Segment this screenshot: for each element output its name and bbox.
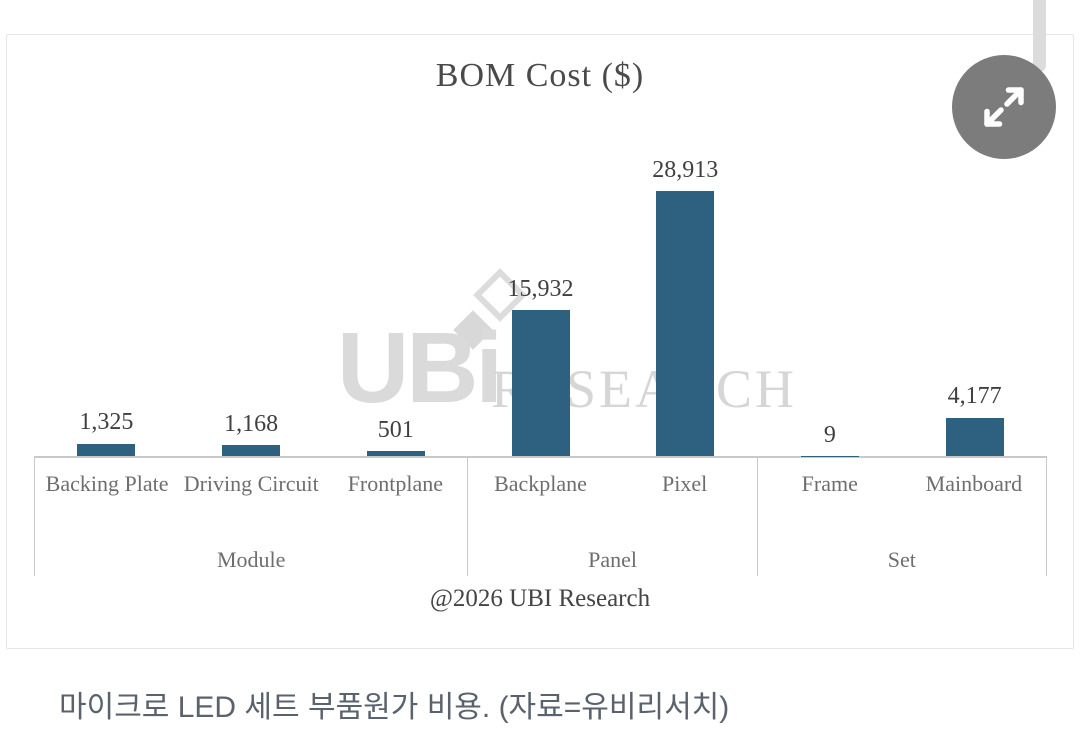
bar-backplane	[511, 309, 570, 456]
group-label-panel: Panel	[588, 547, 637, 572]
axis-group-module: Backing Plate Driving Circuit Frontplane Mo…	[34, 458, 469, 576]
watermark-cube-fill-icon	[453, 310, 493, 350]
group-label-module: Module	[216, 547, 286, 572]
category-label-driving-circuit: Driving Circuit	[183, 471, 319, 496]
category-label-frame: Frame	[801, 471, 858, 496]
value-label-driving-circuit: 1,168	[224, 410, 279, 437]
value-label-backing-plate: 1,325	[79, 409, 134, 436]
group-label-set: Set	[887, 547, 916, 572]
chart-figure: BOM Cost ($) UBi RESEARCH 1,325 1,168 501 1…	[6, 34, 1074, 649]
expand-arrows-icon	[976, 79, 1032, 135]
category-axis: Backing Plate Driving Circuit Frontplane Mo…	[34, 456, 1047, 576]
value-label-pixel: 28,913	[652, 156, 719, 183]
bar-frontplane	[366, 451, 425, 456]
axis-group-panel: Backplane Pixel Panel	[468, 458, 758, 576]
axis-group-set: Frame Mainboard Set	[758, 458, 1047, 576]
category-label-backing-plate: Backing Plate	[45, 471, 169, 496]
bar-pixel	[656, 191, 715, 456]
bar-plot: UBi RESEARCH 1,325 1,168 501 15,932 28,913 9 4…	[34, 35, 1047, 456]
category-label-pixel: Pixel	[662, 471, 708, 496]
value-label-backplane: 15,932	[507, 275, 574, 302]
chart-footnote: @2026 UBI Research	[429, 585, 651, 612]
expand-button[interactable]	[952, 55, 1056, 159]
category-label-mainboard: Mainboard	[925, 471, 1023, 496]
value-label-frame: 9	[823, 421, 836, 448]
category-label-frontplane: Frontplane	[347, 471, 444, 496]
chart-title: BOM Cost ($)	[435, 57, 645, 94]
bar-driving-circuit	[222, 445, 281, 456]
image-caption: 마이크로 LED 세트 부품원가 비용. (자료=유비리서치)	[59, 691, 730, 724]
bar-backing-plate	[77, 443, 136, 456]
bar-mainboard	[945, 417, 1004, 456]
value-label-mainboard: 4,177	[947, 383, 1002, 410]
scrollbar-thumb[interactable]	[1033, 0, 1046, 72]
category-label-backplane: Backplane	[494, 471, 587, 496]
watermark-logo-text: UBi	[337, 312, 503, 424]
value-label-frontplane: 501	[377, 417, 414, 444]
